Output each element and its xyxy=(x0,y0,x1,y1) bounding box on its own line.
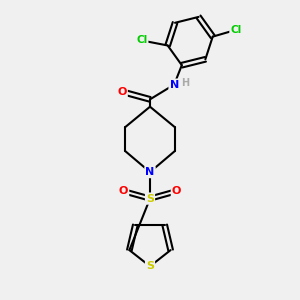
Text: H: H xyxy=(181,78,189,88)
Text: O: O xyxy=(119,186,128,196)
Text: O: O xyxy=(117,87,127,97)
Text: N: N xyxy=(146,167,154,177)
Text: S: S xyxy=(146,261,154,271)
Text: S: S xyxy=(146,194,154,204)
Text: O: O xyxy=(172,186,181,196)
Text: Cl: Cl xyxy=(230,25,242,35)
Text: N: N xyxy=(169,80,179,90)
Text: Cl: Cl xyxy=(136,35,147,46)
